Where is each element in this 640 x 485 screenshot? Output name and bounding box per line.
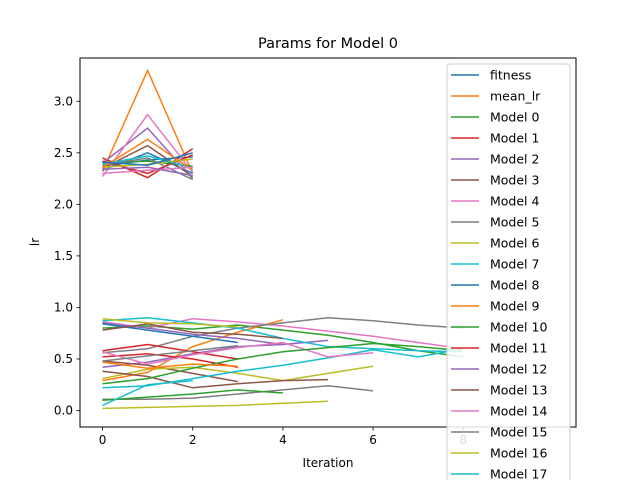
series-line-7 — [102, 385, 374, 400]
y-tick-label-4: 2.0 — [54, 197, 73, 211]
y-tick-label-2: 1.0 — [54, 300, 73, 314]
series-line-26 — [102, 138, 194, 171]
legend-label-15: Model 13 — [490, 383, 547, 398]
legend-frame — [446, 63, 571, 485]
legend-label-8: Model 6 — [490, 236, 540, 251]
series-line-32 — [102, 341, 374, 365]
x-tick-label-0: 0 — [99, 433, 107, 447]
series-line-35 — [102, 323, 283, 340]
legend-label-7: Model 5 — [490, 215, 539, 230]
series-line-16 — [101, 113, 194, 177]
legend-label-2: Model 0 — [490, 110, 540, 125]
series-line-8 — [102, 365, 374, 382]
legend-label-3: Model 1 — [490, 131, 539, 146]
series-line-39 — [102, 344, 238, 362]
legend-label-11: Model 9 — [490, 299, 540, 314]
legend-label-12: Model 10 — [490, 320, 547, 335]
series-line-5 — [102, 360, 238, 383]
series-line-28 — [102, 166, 193, 175]
legend-label-6: Model 4 — [490, 194, 540, 209]
series-line-12 — [102, 389, 283, 401]
legend-label-13: Model 11 — [490, 341, 547, 356]
series-line-25 — [102, 155, 193, 170]
series-line-18 — [102, 400, 329, 410]
y-tick-label-5: 2.5 — [54, 146, 73, 160]
legend-label-9: Model 7 — [490, 257, 539, 272]
series-line-17 — [102, 316, 464, 354]
x-tick-label-3: 6 — [369, 433, 377, 447]
y-tick-label-6: 3.0 — [54, 94, 73, 108]
series-line-6 — [102, 318, 464, 350]
plot-area — [101, 68, 464, 410]
y-tick-label-3: 1.5 — [54, 249, 73, 263]
x-tick-label-1: 2 — [189, 433, 197, 447]
series-line-37 — [102, 379, 193, 407]
y-axis: 0.0 0.5 1.0 1.5 2.0 2.5 3.0 — [54, 94, 80, 418]
y-tick-label-1: 0.5 — [54, 352, 73, 366]
legend-label-10: Model 8 — [490, 278, 540, 293]
series-line-4 — [102, 339, 329, 368]
y-tick-label-0: 0.0 — [54, 404, 73, 418]
legend-label-0: fitness — [490, 68, 531, 83]
series-line-27 — [102, 152, 193, 166]
series-line-1 — [101, 68, 194, 174]
legend-label-16: Model 14 — [490, 404, 547, 419]
plot-frame — [79, 57, 577, 428]
legend-label-1: mean_lr — [490, 89, 541, 104]
legend-label-4: Model 2 — [490, 152, 539, 167]
legend-label-17: Model 15 — [490, 425, 547, 440]
series-line-34 — [102, 342, 464, 385]
y-axis-label: lr — [28, 238, 42, 246]
series-line-36 — [102, 318, 238, 328]
legend-label-14: Model 12 — [490, 362, 547, 377]
legend-label-19: Model 17 — [490, 467, 547, 481]
series-line-15 — [102, 370, 329, 389]
x-axis-label: Iteration — [303, 456, 354, 470]
series-line-29 — [102, 166, 193, 177]
x-tick-label-2: 4 — [279, 433, 287, 447]
legend-label-18: Model 16 — [490, 446, 547, 461]
legend: fitness mean_lr Model 0 Model 1 Model 2 Model… — [446, 63, 571, 485]
legend-label-5: Model 3 — [490, 173, 539, 188]
series-line-38 — [102, 361, 238, 369]
chart-title: Params for Model 0 — [258, 36, 398, 52]
series-line-30 — [102, 343, 238, 360]
